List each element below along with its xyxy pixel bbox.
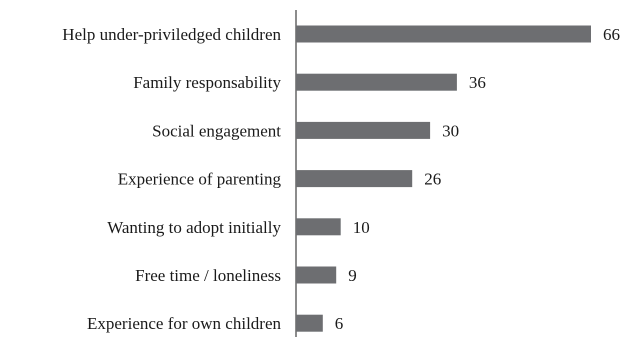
value-label: 9 <box>348 266 357 285</box>
category-labels-group: Help under-priviledged children Family re… <box>62 25 281 333</box>
value-label: 66 <box>603 25 620 44</box>
value-label: 10 <box>353 218 370 237</box>
category-label: Experience of parenting <box>118 170 282 189</box>
bar <box>296 218 341 236</box>
category-label: Social engagement <box>152 121 281 140</box>
bar <box>296 266 337 284</box>
bars-group <box>296 25 591 332</box>
value-label: 6 <box>335 314 344 333</box>
category-label: Experience for own children <box>87 314 281 333</box>
bar <box>296 73 457 91</box>
value-label: 36 <box>469 73 486 92</box>
bar <box>296 121 431 139</box>
category-label: Help under-priviledged children <box>62 25 281 44</box>
category-label: Free time / loneliness <box>135 266 281 285</box>
bar <box>296 170 413 188</box>
value-label: 30 <box>442 121 459 140</box>
bar <box>296 25 591 43</box>
bar <box>296 314 323 332</box>
value-labels-group: 66 36 30 26 10 9 6 <box>335 25 620 333</box>
category-label: Wanting to adopt initially <box>107 218 281 237</box>
category-label: Family responsability <box>133 73 281 92</box>
value-label: 26 <box>424 170 441 189</box>
